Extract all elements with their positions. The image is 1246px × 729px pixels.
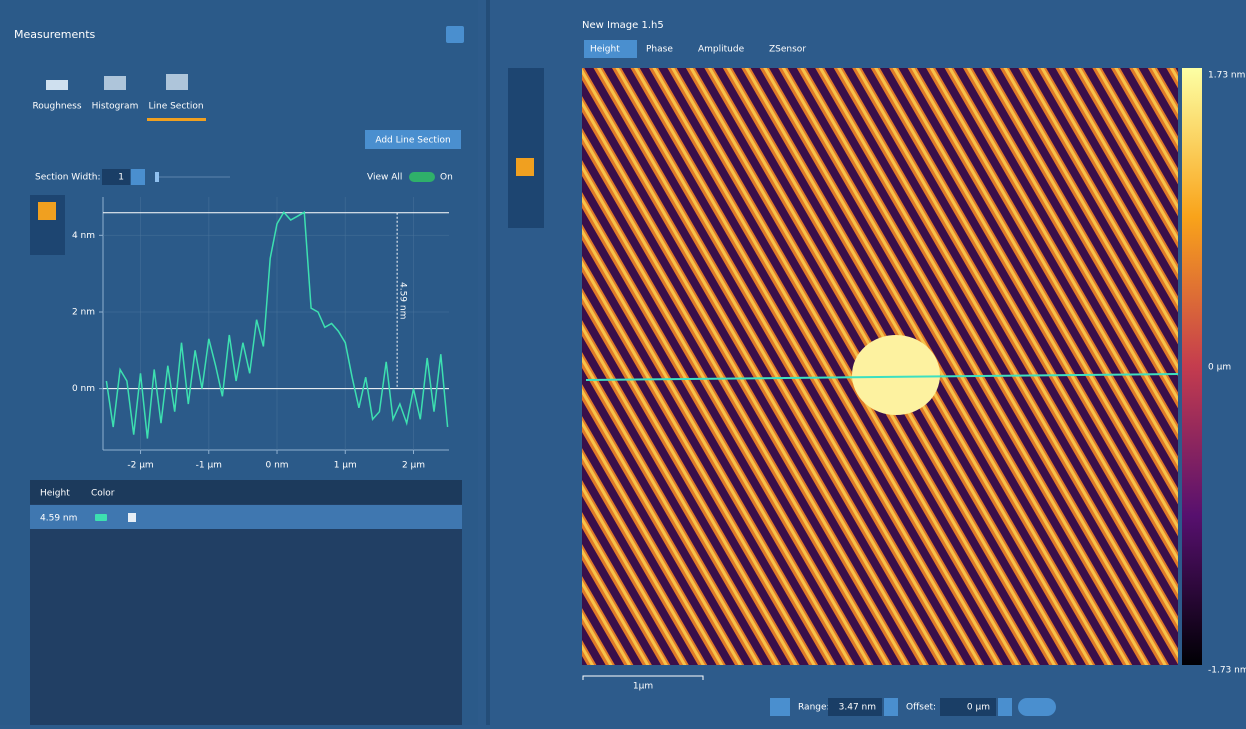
input[interactable] [828, 698, 882, 716]
x-tick-label: 2 µm [402, 461, 425, 471]
y-tick-label: 2 nm [72, 308, 95, 318]
colorbar-label: -1.73 nm [1208, 666, 1246, 676]
section-line[interactable] [585, 373, 1179, 381]
y-tick-label: 0 nm [72, 384, 95, 394]
spinner[interactable] [884, 698, 898, 716]
icon [46, 80, 68, 90]
image-title: New Image 1.h5 [582, 20, 664, 31]
tab[interactable]: Height [590, 45, 620, 55]
active-tab[interactable] [584, 40, 637, 58]
tool-button[interactable] [516, 158, 534, 176]
x-tick-label: 0 nm [265, 461, 288, 471]
header-cell: Color [91, 489, 115, 499]
spinner[interactable] [131, 169, 145, 185]
input[interactable] [940, 698, 996, 716]
tool-button[interactable] [38, 202, 56, 220]
scale-label: 1µm [633, 682, 653, 692]
auto-button[interactable] [770, 698, 790, 716]
tool-label[interactable]: Roughness [32, 102, 81, 112]
tab[interactable]: Amplitude [698, 45, 745, 55]
tab[interactable]: Phase [646, 45, 673, 55]
input-value[interactable]: 3.47 nm [839, 703, 876, 713]
icon [166, 74, 188, 90]
tab[interactable]: ZSensor [769, 45, 806, 55]
y-tick-label: 4 nm [72, 231, 95, 241]
table-header [30, 480, 462, 504]
color-swatch[interactable] [95, 514, 107, 521]
colorbar-label: 1.73 nm [1208, 71, 1245, 81]
panel-title: Measurements [14, 28, 96, 41]
line-chart: 0 nm 2 nm 4 nm -2 µm -1 µm 0 nm 1 µm 2 µm 4.59 n… [72, 197, 449, 471]
label: View All [367, 173, 402, 183]
delete-icon[interactable] [128, 513, 136, 522]
x-tick-label: -2 µm [127, 461, 153, 471]
colorbar-label: 0 µm [1208, 363, 1231, 373]
tool-label[interactable]: Histogram [92, 102, 139, 112]
image-toolbar [508, 68, 544, 228]
label: Section Width: [35, 173, 100, 183]
tool-label[interactable]: Line Section [148, 102, 203, 112]
toggle-label: On [440, 173, 453, 183]
input-value[interactable]: 1 [118, 173, 124, 183]
profile-line [105, 211, 449, 439]
undock-button[interactable] [446, 26, 464, 43]
header-cell: Height [40, 489, 70, 499]
input[interactable] [102, 169, 130, 185]
divider[interactable] [486, 0, 490, 725]
x-tick-label: -1 µm [196, 461, 222, 471]
palette-button[interactable] [1018, 698, 1056, 716]
input-value[interactable]: 0 µm [967, 703, 990, 713]
label: Range: [798, 703, 830, 713]
add-button[interactable] [365, 130, 461, 149]
cell: 4.59 nm [40, 514, 77, 524]
toggle[interactable] [409, 172, 435, 182]
scale-bar [582, 675, 704, 680]
table-row[interactable] [30, 505, 462, 529]
button-label[interactable]: Add Line Section [375, 136, 450, 146]
colorbar [1182, 68, 1202, 665]
icon [104, 76, 126, 90]
tool-underline [147, 118, 206, 121]
spinner[interactable] [998, 698, 1012, 716]
height-label: 4.59 nm [398, 282, 408, 319]
slider-thumb[interactable] [155, 172, 159, 182]
label: Offset: [906, 703, 936, 713]
particle [852, 335, 940, 415]
x-tick-label: 1 µm [334, 461, 357, 471]
